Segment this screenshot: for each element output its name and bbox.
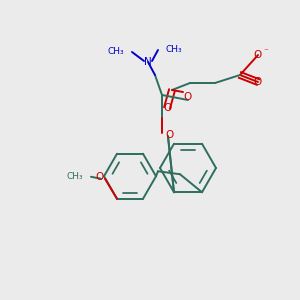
Text: O: O <box>254 77 262 87</box>
Text: CH₃: CH₃ <box>166 46 183 55</box>
Text: O: O <box>184 92 192 102</box>
Text: O: O <box>163 103 171 113</box>
Text: CH₃: CH₃ <box>66 172 83 181</box>
Text: O: O <box>166 130 174 140</box>
Text: O: O <box>95 172 103 182</box>
Text: CH₃: CH₃ <box>107 47 124 56</box>
Text: O: O <box>254 50 262 60</box>
Text: ⁻: ⁻ <box>264 47 268 56</box>
Text: N: N <box>144 57 152 67</box>
